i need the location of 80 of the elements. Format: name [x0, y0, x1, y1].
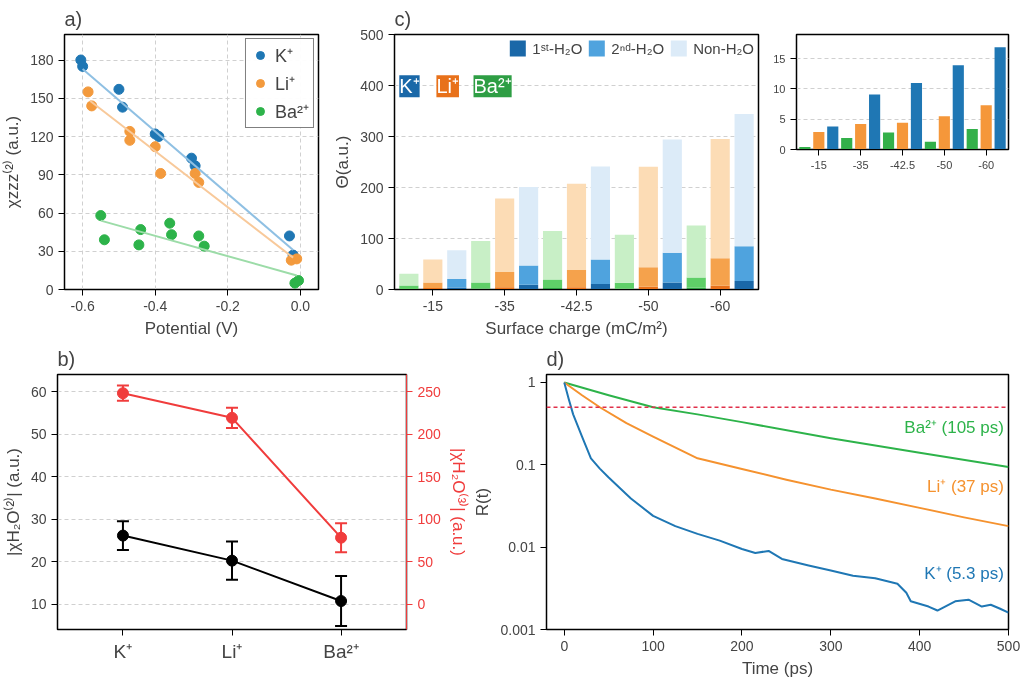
y2-tick-label: 150 — [417, 468, 442, 485]
x-tick-label: 500 — [996, 637, 1021, 654]
legend-label: K⁺ — [274, 45, 294, 67]
series-label: Ba²⁺ (105 ps) — [904, 418, 1004, 438]
legend-label: Ba²⁺ — [274, 101, 309, 123]
x-axis-title: Potential (V) — [144, 318, 239, 338]
x-tick-label: -0.4 — [143, 297, 168, 314]
y-tick-label: 20 — [30, 553, 47, 570]
y-tick-label: 1 — [527, 374, 536, 391]
y-tick-label: 60 — [37, 205, 54, 221]
x-tick-label: -35 — [852, 158, 869, 171]
y-tick-label: 200 — [360, 179, 384, 196]
x-tick-label: Ba²⁺ — [323, 640, 359, 662]
chart-title: b) — [57, 347, 76, 370]
y-tick-label: 90 — [37, 166, 54, 183]
x-tick-label: 400 — [907, 637, 932, 654]
y-axis-title: R(t) — [473, 487, 493, 517]
y-tick-label: 40 — [30, 468, 47, 485]
y2-tick-label: 50 — [417, 553, 434, 570]
y-tick-label: 10 — [773, 82, 786, 95]
x-tick-label: 100 — [641, 637, 666, 654]
y-tick-label: 50 — [30, 426, 47, 442]
y2-tick-label: 0 — [417, 596, 426, 612]
y-tick-label: 0 — [375, 281, 384, 298]
legend-label: 2ⁿᵈ-H₂O — [611, 39, 665, 57]
annotation: Li⁺ — [436, 75, 459, 98]
x-tick-label: -50 — [936, 158, 953, 171]
legend-label: 1ˢᵗ-H₂O — [532, 39, 583, 57]
y2-tick-label: 200 — [417, 426, 442, 442]
x-axis-title: Time (ps) — [741, 658, 814, 678]
x-tick-label: -0.6 — [70, 297, 95, 314]
series-label: K⁺ (5.3 ps) — [924, 563, 1004, 583]
chart-title: d) — [546, 347, 565, 370]
legend-label: Non-H₂O — [693, 39, 754, 57]
x-tick-label: 0 — [560, 637, 569, 654]
x-tick-label: -50 — [638, 297, 659, 314]
x-tick-label: -35 — [494, 297, 515, 314]
y-tick-label: 300 — [360, 128, 384, 145]
x-axis-title: Surface charge (mC/m²) — [485, 318, 668, 338]
x-tick-label: 200 — [730, 637, 754, 654]
annotation: Ba²⁺ — [473, 75, 512, 98]
series-label: Li⁺ (37 ps) — [927, 477, 1004, 497]
x-tick-label: K⁺ — [113, 640, 133, 662]
legend-label: Li⁺ — [274, 73, 295, 95]
y-tick-label: 400 — [360, 77, 384, 94]
x-tick-label: -15 — [422, 297, 444, 314]
chart-title: a) — [64, 7, 83, 30]
y-axis-title: |χH₂O⁽²⁾| (a.u.) — [2, 448, 23, 556]
x-tick-label: Li⁺ — [221, 640, 243, 662]
annotation: K⁺ — [399, 75, 420, 98]
y-tick-label: 150 — [30, 90, 54, 107]
x-tick-label: -60 — [978, 158, 995, 171]
y2-axis-title: |χH₂O⁽³⁾| (a.u.) — [448, 448, 469, 556]
y-tick-label: 180 — [30, 52, 54, 68]
y-tick-label: 10 — [30, 596, 47, 612]
x-tick-label: -15 — [810, 158, 827, 171]
x-tick-label: 300 — [819, 637, 843, 654]
x-tick-label: -60 — [710, 297, 731, 314]
x-tick-label: -42.5 — [560, 297, 593, 314]
y2-tick-label: 100 — [417, 511, 442, 527]
y-tick-label: 60 — [30, 383, 47, 400]
y2-tick-label: 250 — [417, 383, 442, 400]
y-axis-title: χzzz⁽²⁾ (a.u.) — [2, 115, 23, 209]
y-tick-label: 5 — [779, 113, 786, 126]
chart-title: c) — [394, 7, 412, 30]
y-tick-label: 500 — [360, 26, 384, 43]
x-tick-label: -0.2 — [215, 297, 241, 314]
y-tick-label: 100 — [360, 230, 384, 247]
y-tick-label: 0.1 — [516, 456, 536, 473]
x-tick-label: 0.0 — [290, 297, 311, 314]
x-tick-label: -42.5 — [889, 158, 916, 171]
y-tick-label: 0.01 — [508, 539, 536, 556]
y-tick-label: 30 — [30, 511, 47, 527]
y-tick-label: 120 — [30, 128, 54, 145]
y-tick-label: 0.001 — [500, 621, 536, 638]
y-tick-label: 0 — [45, 281, 54, 298]
y-tick-label: 0 — [779, 143, 786, 156]
y-tick-label: 15 — [773, 52, 786, 65]
y-tick-label: 30 — [37, 243, 54, 260]
y-axis-title: Θ(a.u.) — [333, 135, 353, 189]
